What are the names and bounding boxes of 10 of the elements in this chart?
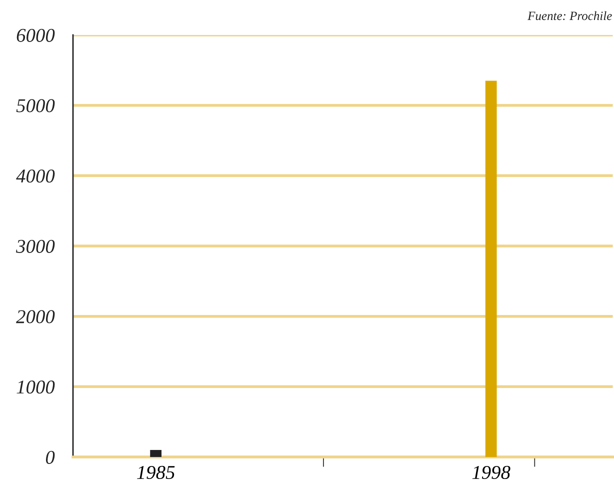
y-tick-label: 4000 bbox=[16, 169, 55, 183]
y-tick-label: 1000 bbox=[16, 380, 55, 394]
x-tick-label: 1985 bbox=[137, 466, 175, 480]
y-tick-label: 0 bbox=[46, 450, 55, 464]
x-tick-label: 1998 bbox=[472, 466, 510, 480]
y-tick-label: 5000 bbox=[16, 99, 55, 112]
source-note: Fuente: Prochile bbox=[528, 11, 612, 20]
y-tick-label: 6000 bbox=[16, 28, 55, 42]
y-tick-label: 3000 bbox=[16, 240, 55, 253]
y-tick-label: 2000 bbox=[16, 310, 55, 324]
